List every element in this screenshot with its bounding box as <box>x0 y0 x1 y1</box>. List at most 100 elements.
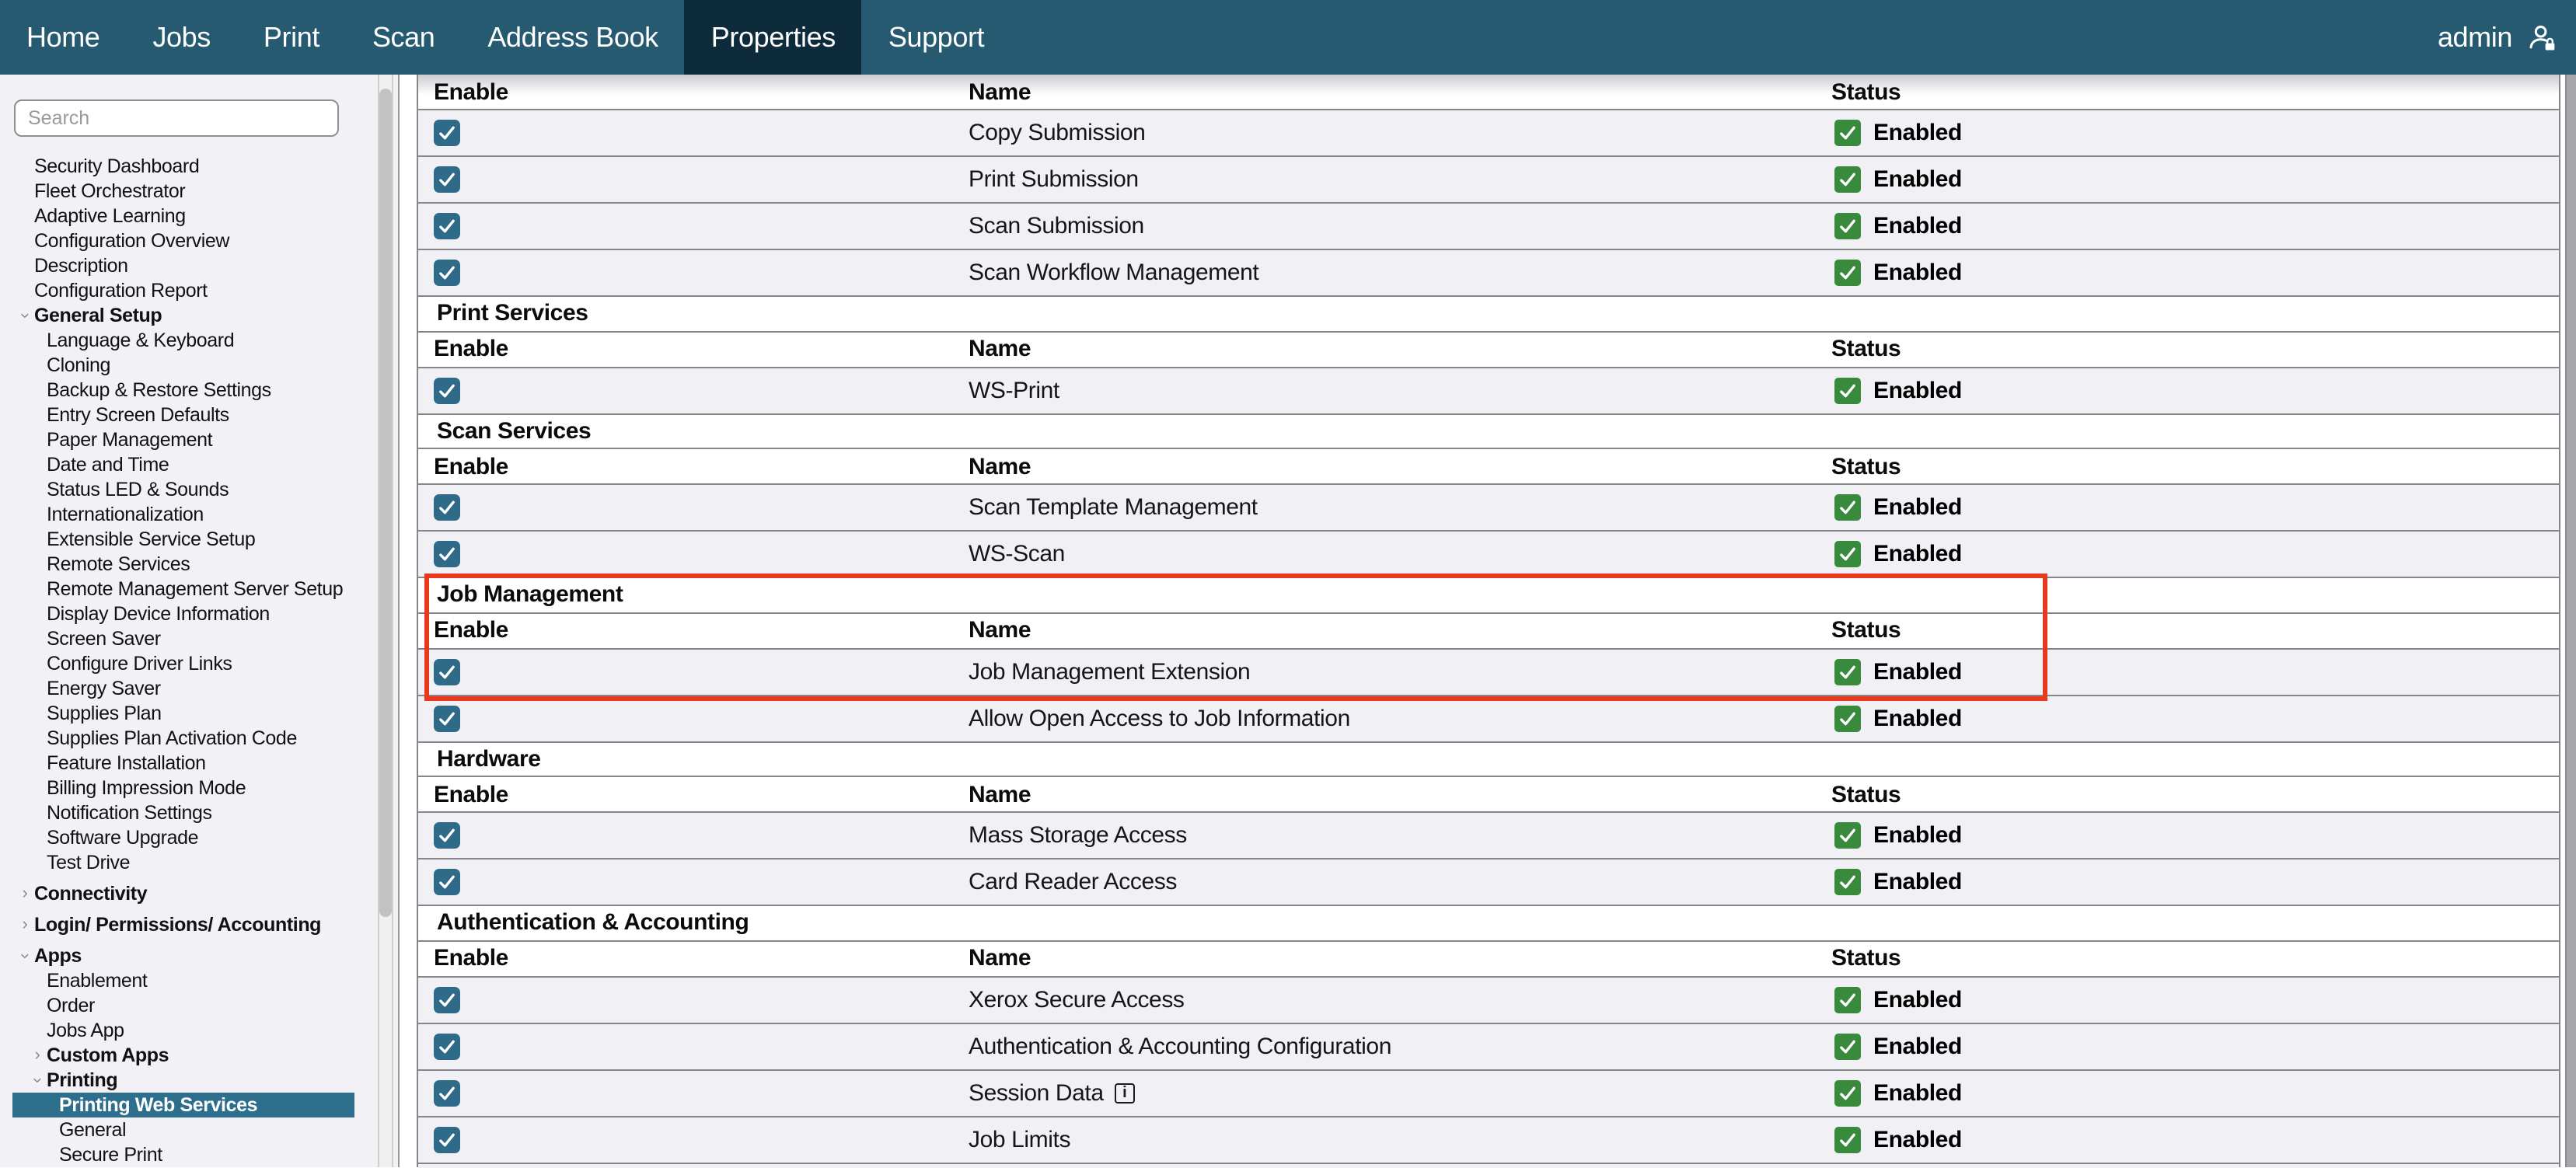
sidebar-item-label: Language & Keyboard <box>47 329 235 351</box>
column-header-status: Status <box>1831 945 1901 971</box>
service-name: WS-Scan <box>969 541 1065 567</box>
column-header-status: Status <box>1831 336 1901 362</box>
sidebar-item-configuration-report[interactable]: Configuration Report <box>0 278 398 303</box>
sidebar-item-notification-settings[interactable]: Notification Settings <box>0 800 398 825</box>
sidebar-item-cloning[interactable]: Cloning <box>0 353 398 378</box>
service-name: Job Limits <box>969 1126 1071 1152</box>
column-header-enable: Enable <box>434 945 508 971</box>
enable-checkbox-checked[interactable] <box>434 377 460 403</box>
enable-checkbox-checked[interactable] <box>434 1033 460 1059</box>
sidebar-item-apps[interactable]: › Apps <box>0 943 398 968</box>
chevron-down-icon[interactable]: › <box>16 953 34 959</box>
service-name: Authentication & Accounting Configuratio… <box>969 1033 1391 1059</box>
enable-checkbox-checked[interactable] <box>434 213 460 239</box>
sidebar-item-enablement[interactable]: Enablement <box>0 968 398 993</box>
sidebar-item-connectivity[interactable]: › Connectivity <box>0 881 398 906</box>
enable-checkbox-checked[interactable] <box>434 541 460 567</box>
enable-cell <box>418 658 969 685</box>
service-name: Print Submission <box>969 166 1139 193</box>
status-enabled-icon <box>1834 1079 1861 1106</box>
sidebar-item-date-and-time[interactable]: Date and Time <box>0 452 398 477</box>
enable-checkbox-checked[interactable] <box>434 822 460 849</box>
enable-checkbox-checked[interactable] <box>434 494 460 521</box>
name-cell: WS-Scan <box>969 541 1831 567</box>
table-row-allow-open-access-to-job-information: Allow Open Access to Job Information Enab… <box>418 696 2559 742</box>
enable-checkbox-checked[interactable] <box>434 120 460 146</box>
sidebar-item-label: Configuration Report <box>34 280 208 302</box>
status-badge: Enabled <box>1873 1033 1962 1059</box>
sidebar-item-label: Energy Saver <box>47 678 161 699</box>
sidebar-item-feature-installation[interactable]: Feature Installation <box>0 751 398 776</box>
sidebar-item-remote-management-server-setup[interactable]: Remote Management Server Setup <box>0 577 398 601</box>
chevron-down-icon[interactable]: › <box>16 312 34 319</box>
chevron-right-icon[interactable]: › <box>22 915 28 934</box>
sidebar-item-backup-restore-settings[interactable]: Backup & Restore Settings <box>0 378 398 403</box>
sidebar-item-billing-impression-mode[interactable]: Billing Impression Mode <box>0 776 398 800</box>
sidebar-item-internationalization[interactable]: Internationalization <box>0 502 398 527</box>
nav-tab-scan[interactable]: Scan <box>372 21 435 52</box>
sidebar-item-language-keyboard[interactable]: Language & Keyboard <box>0 328 398 353</box>
sidebar-item-supplies-plan[interactable]: Supplies Plan <box>0 701 398 726</box>
chevron-down-icon[interactable]: › <box>28 1077 47 1083</box>
sidebar-item-status-led-sounds[interactable]: Status LED & Sounds <box>0 477 398 502</box>
column-header-enable: Enable <box>434 453 508 479</box>
status-cell: Enabled <box>1831 705 2559 731</box>
search-input[interactable] <box>14 99 339 137</box>
page-scrollbar[interactable] <box>2565 75 2576 1167</box>
sidebar-item-custom-apps[interactable]: › Custom Apps <box>0 1043 398 1068</box>
nav-tab-address-book[interactable]: Address Book <box>487 21 658 52</box>
status-enabled-icon <box>1834 1033 1861 1059</box>
sidebar-item-supplies-plan-activation-code[interactable]: Supplies Plan Activation Code <box>0 726 398 751</box>
sidebar-item-jobs-app[interactable]: Jobs App <box>0 1018 398 1043</box>
sidebar-item-test-drive[interactable]: Test Drive <box>0 850 398 875</box>
sidebar-item-extensible-service-setup[interactable]: Extensible Service Setup <box>0 527 398 552</box>
nav-tab-home[interactable]: Home <box>26 21 100 52</box>
sidebar-item-fleet-orchestrator[interactable]: Fleet Orchestrator <box>0 179 398 204</box>
sidebar-item-label: Remote Services <box>47 553 190 575</box>
sidebar-item-adaptive-learning[interactable]: Adaptive Learning <box>0 204 398 228</box>
sidebar-item-printing[interactable]: › Printing <box>0 1068 398 1093</box>
column-header-row: Enable Name Status <box>418 941 2559 977</box>
status-enabled-icon <box>1834 1126 1861 1152</box>
sidebar-item-entry-screen-defaults[interactable]: Entry Screen Defaults <box>0 403 398 427</box>
sidebar-item-configuration-overview[interactable]: Configuration Overview <box>0 228 398 253</box>
enable-checkbox-checked[interactable] <box>434 869 460 895</box>
info-icon[interactable]: i <box>1114 1083 1135 1103</box>
sidebar-item-label: Display Device Information <box>47 603 270 625</box>
sidebar-item-energy-saver[interactable]: Energy Saver <box>0 676 398 701</box>
top-nav: Home Jobs Print Scan Address Book Properties S… <box>0 0 2576 75</box>
sidebar-item-secure-print[interactable]: Secure Print <box>0 1142 398 1167</box>
nav-tab-support[interactable]: Support <box>888 21 985 52</box>
sidebar-item-printing-web-services[interactable]: Printing Web Services <box>12 1093 354 1117</box>
sidebar-item-configure-driver-links[interactable]: Configure Driver Links <box>0 651 398 676</box>
enable-checkbox-checked[interactable] <box>434 1126 460 1152</box>
table-row-scan-submission: Scan Submission Enabled <box>418 204 2559 250</box>
chevron-right-icon[interactable]: › <box>34 1046 40 1065</box>
status-badge: Enabled <box>1873 822 1962 849</box>
enable-checkbox-checked[interactable] <box>434 1079 460 1106</box>
sidebar-item-software-upgrade[interactable]: Software Upgrade <box>0 825 398 850</box>
sidebar-item-paper-management[interactable]: Paper Management <box>0 427 398 452</box>
sidebar-item-screen-saver[interactable]: Screen Saver <box>0 626 398 651</box>
enable-checkbox-checked[interactable] <box>434 658 460 685</box>
enable-checkbox-checked[interactable] <box>434 166 460 193</box>
sidebar-item-general-setup[interactable]: › General Setup <box>0 303 398 328</box>
sidebar-item-remote-services[interactable]: Remote Services <box>0 552 398 577</box>
chevron-right-icon[interactable]: › <box>22 884 28 903</box>
sidebar-item-display-device-information[interactable]: Display Device Information <box>0 601 398 626</box>
nav-tab-jobs[interactable]: Jobs <box>152 21 211 52</box>
enable-checkbox-checked[interactable] <box>434 260 460 286</box>
sidebar-item-general[interactable]: General <box>0 1117 398 1142</box>
sidebar-item-login-permissions-accounting[interactable]: › Login/ Permissions/ Accounting <box>0 912 398 937</box>
name-cell: Job Management Extension <box>969 658 1831 685</box>
nav-tab-print[interactable]: Print <box>263 21 319 52</box>
sidebar-scrollbar-thumb[interactable] <box>379 89 392 917</box>
nav-tab-properties[interactable]: Properties <box>684 0 862 75</box>
sidebar-item-order[interactable]: Order <box>0 993 398 1018</box>
enable-checkbox-checked[interactable] <box>434 986 460 1013</box>
sidebar-item-description[interactable]: Description <box>0 253 398 278</box>
enable-checkbox-checked[interactable] <box>434 705 460 731</box>
user-area[interactable]: admin <box>2438 0 2557 75</box>
sidebar-item-security-dashboard[interactable]: Security Dashboard <box>0 154 398 179</box>
